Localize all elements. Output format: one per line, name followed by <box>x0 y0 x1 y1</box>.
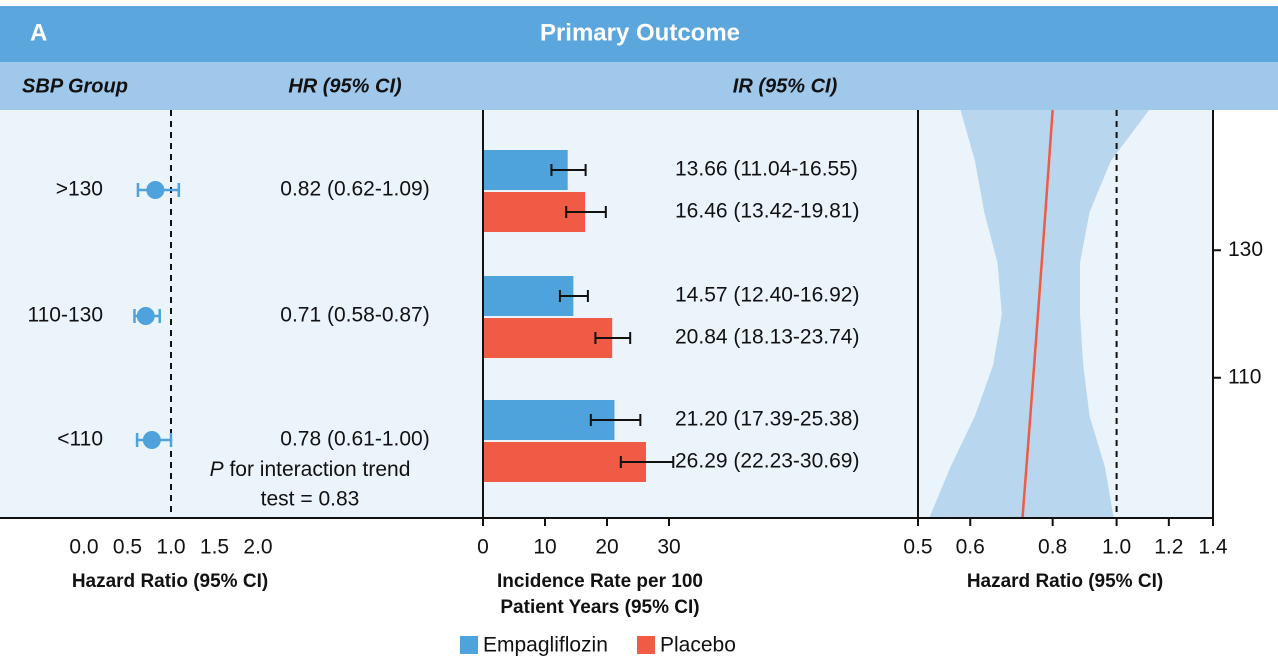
error-bar <box>565 206 607 218</box>
panel-label: A <box>30 19 47 46</box>
bar <box>483 276 574 316</box>
bar <box>483 318 613 358</box>
error-bar <box>589 414 642 426</box>
chart-title: Primary Outcome <box>540 19 740 46</box>
x-tick-label: 20 <box>595 536 618 559</box>
x-tick-label: 0.6 <box>956 536 985 559</box>
value-label: 13.66 (11.04-16.55) <box>675 158 858 181</box>
line <box>1021 109 1054 519</box>
x-tick-label: 0.5 <box>903 536 932 559</box>
category-label: <110 <box>57 428 103 451</box>
value-label: 14.57 (12.40-16.92) <box>675 284 859 307</box>
legend-label: Empagliflozin <box>483 634 608 657</box>
value-label: 21.20 (17.39-25.38) <box>675 408 859 431</box>
x-tick-label: 30 <box>657 536 680 559</box>
annotation: test = 0.83 <box>261 488 360 511</box>
x-tick-label: 1.0 <box>1102 536 1131 559</box>
legend-swatch <box>637 636 655 654</box>
x-tick-label: 0 <box>477 536 489 559</box>
point <box>146 181 165 199</box>
value-label: 20.84 (18.13-23.74) <box>675 326 859 349</box>
annotation: P for interaction trend <box>210 458 411 481</box>
x-tick-label: 2.0 <box>243 536 272 559</box>
x-axis-title: Hazard Ratio (95% CI) <box>72 571 268 592</box>
value-label: 0.78 (0.61-1.00) <box>280 428 429 451</box>
legend-label: Placebo <box>660 634 736 657</box>
x-tick-label: 1.2 <box>1154 536 1183 559</box>
x-axis-title: Incidence Rate per 100 <box>497 571 703 592</box>
category-label: 110-130 <box>27 304 103 327</box>
error-bar <box>619 456 675 468</box>
x-tick-label: 10 <box>533 536 556 559</box>
y-tick-label: 110 <box>1228 365 1261 388</box>
category-label: >130 <box>56 178 103 201</box>
column-header: HR (95% CI) <box>288 75 402 97</box>
x-axis-title: Patient Years (95% CI) <box>500 597 699 618</box>
x-tick-label: 1.0 <box>156 536 185 559</box>
header-bar <box>0 62 1278 110</box>
value-label: 26.29 (22.23-30.69) <box>675 450 859 473</box>
y-tick-label: 130 <box>1228 238 1263 261</box>
bar <box>483 442 646 482</box>
annotation-italic: P <box>210 458 224 481</box>
value-label: 16.46 (13.42-19.81) <box>675 200 859 223</box>
x-tick-label: 0.5 <box>113 536 142 559</box>
point <box>136 307 155 325</box>
x-tick-label: 1.5 <box>200 536 229 559</box>
error-bar <box>558 290 589 302</box>
point <box>142 431 161 449</box>
annotation-text: for interaction trend <box>224 458 411 481</box>
column-header: SBP Group <box>22 75 128 97</box>
legend-swatch <box>460 636 478 654</box>
column-header: IR (95% CI) <box>733 75 838 97</box>
title-bar <box>0 6 1278 62</box>
error-bar <box>550 164 587 176</box>
value-label: 0.82 (0.62-1.09) <box>280 178 429 201</box>
x-axis-title: Hazard Ratio (95% CI) <box>967 571 1163 592</box>
error-bar <box>594 332 632 344</box>
value-label: 0.71 (0.58-0.87) <box>280 304 429 327</box>
x-tick-label: 0.8 <box>1038 536 1067 559</box>
x-tick-label: 0.0 <box>69 536 98 559</box>
x-tick-label: 1.4 <box>1198 536 1228 559</box>
